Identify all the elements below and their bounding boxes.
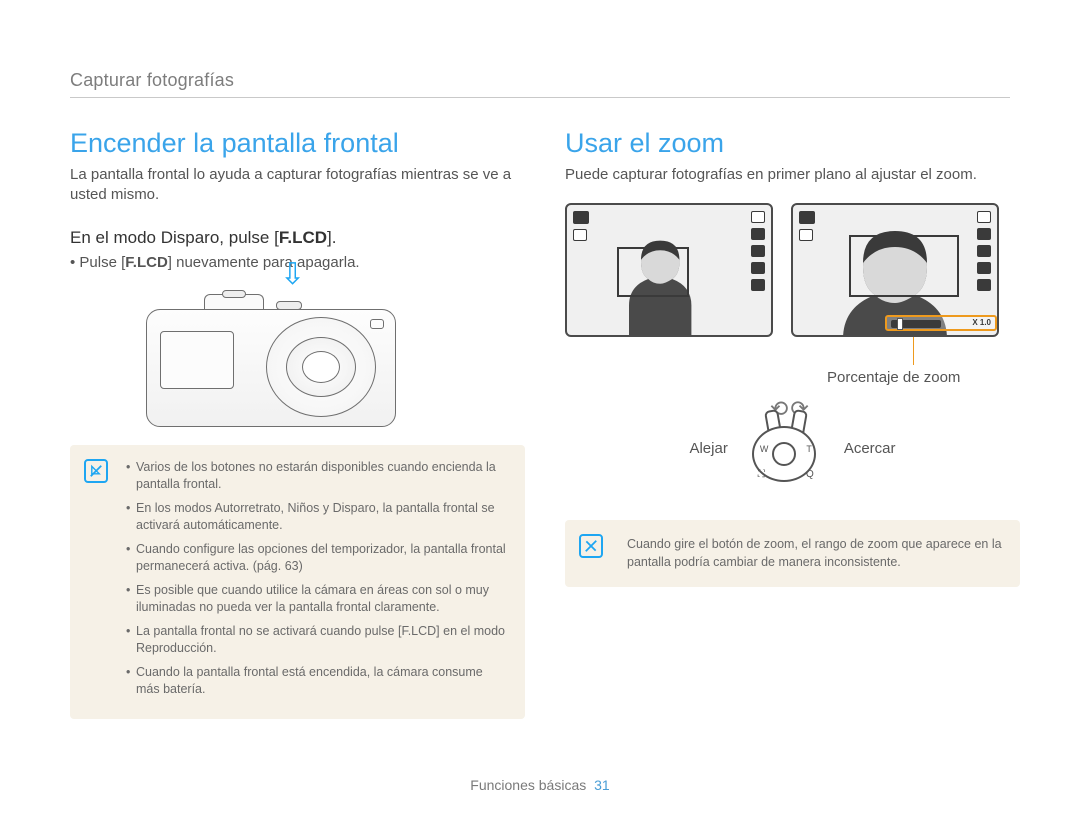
section-title-zoom: Usar el zoom (565, 128, 1020, 159)
zoom-caption: Porcentaje de zoom (827, 369, 973, 386)
front-intro-text: La pantalla frontal lo ayuda a capturar … (70, 165, 525, 206)
flash-icon (751, 245, 765, 257)
instr-part1: En el modo Disparo, pulse [ (70, 228, 279, 247)
section-title-front: Encender la pantalla frontal (70, 128, 525, 159)
p-icon (573, 229, 587, 241)
note-icon (84, 459, 108, 483)
note-item: Cuando configure las opciones del tempor… (126, 541, 509, 576)
preview-screen-wide (565, 203, 773, 337)
focus-rect (617, 247, 689, 297)
note-item: Es posible que cuando utilice la cámara … (126, 582, 509, 617)
note-box-zoom: Cuando gire el botón de zoom, el rango d… (565, 520, 1020, 587)
preview-screen-zoom: X 1.0 (791, 203, 999, 337)
note-list-front: Varios de los botones no estarán disponi… (126, 459, 509, 699)
zoom-bar-highlight: X 1.0 (885, 315, 997, 331)
zoom-preview-screens: X 1.0 (565, 203, 1020, 337)
arrow-down-icon: ⇩ (280, 257, 305, 292)
instr-part2: ]. (327, 228, 336, 247)
note-box-front: Varios de los botones no estarán disponi… (70, 445, 525, 719)
focus-rect (849, 235, 959, 297)
note-item: La pantalla frontal no se activará cuand… (126, 623, 509, 658)
divider (70, 97, 1010, 98)
camera-illustration: ⇩ (146, 295, 525, 427)
callout-line (913, 337, 914, 365)
mode-icon (573, 211, 589, 224)
stab-icon (751, 262, 765, 274)
zoom-intro-text: Puede capturar fotografías en primer pla… (565, 165, 1020, 185)
dial-w-label: W (760, 444, 769, 454)
note-item: Cuando la pantalla frontal está encendid… (126, 664, 509, 699)
note-item: Varios de los botones no estarán disponi… (126, 459, 509, 494)
footer-section: Funciones básicas (470, 777, 586, 793)
zoom-in-label: Acercar (844, 440, 896, 457)
footer-page-number: 31 (594, 777, 610, 793)
bullet-key: F.LCD (125, 254, 168, 271)
breadcrumb: Capturar fotografías (70, 70, 1020, 91)
column-front-screen: Encender la pantalla frontal La pantalla… (70, 128, 525, 719)
zoom-dial-icon: ⟲ ⟳ W T ⛶ Q (750, 412, 822, 484)
note-item: En los modos Autorretrato, Niños y Dispa… (126, 500, 509, 535)
zoom-dial-row: Alejar ⟲ ⟳ W T ⛶ Q Acercar (565, 412, 1020, 484)
column-zoom: Usar el zoom Puede capturar fotografías … (565, 128, 1020, 719)
zoom-bar-text: X 1.0 (972, 318, 991, 327)
res-icon (751, 228, 765, 240)
note-icon (579, 534, 603, 558)
instr-key: F.LCD (279, 228, 327, 247)
battery-icon (751, 211, 765, 223)
front-instruction: En el modo Disparo, pulse [F.LCD]. (70, 228, 525, 248)
bullet-part1: • Pulse [ (70, 254, 125, 271)
bullet-part2: ] nuevamente para apagarla. (168, 254, 360, 271)
hand-icon (751, 279, 765, 291)
zoom-note-text: Cuando gire el botón de zoom, el rango d… (627, 536, 1004, 571)
dial-t-label: T (806, 444, 812, 454)
page-footer: Funciones básicas 31 (0, 777, 1080, 793)
zoom-out-label: Alejar (689, 440, 727, 457)
